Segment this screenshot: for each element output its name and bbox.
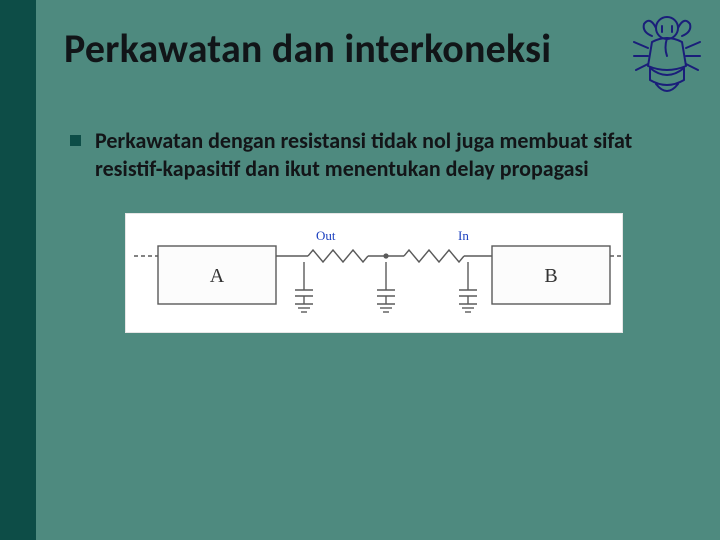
bullet-item: Perkawatan dengan resistansi tidak nol j…	[64, 127, 684, 183]
rc-interconnect-diagram: A B Out In	[125, 213, 623, 333]
side-accent-band	[0, 0, 36, 540]
slide: Perkawatan dan interkoneksi Perkawatan d…	[0, 0, 720, 540]
slide-body: Perkawatan dan interkoneksi Perkawatan d…	[36, 0, 720, 540]
svg-text:B: B	[544, 265, 557, 287]
ganesha-logo	[628, 8, 706, 100]
square-bullet-icon	[70, 135, 81, 146]
svg-text:In: In	[458, 228, 469, 243]
svg-text:Out: Out	[316, 228, 336, 243]
bullet-text: Perkawatan dengan resistansi tidak nol j…	[95, 127, 676, 183]
diagram-container: A B Out In	[64, 213, 684, 333]
svg-text:A: A	[210, 265, 225, 287]
slide-title: Perkawatan dan interkoneksi	[64, 24, 684, 73]
